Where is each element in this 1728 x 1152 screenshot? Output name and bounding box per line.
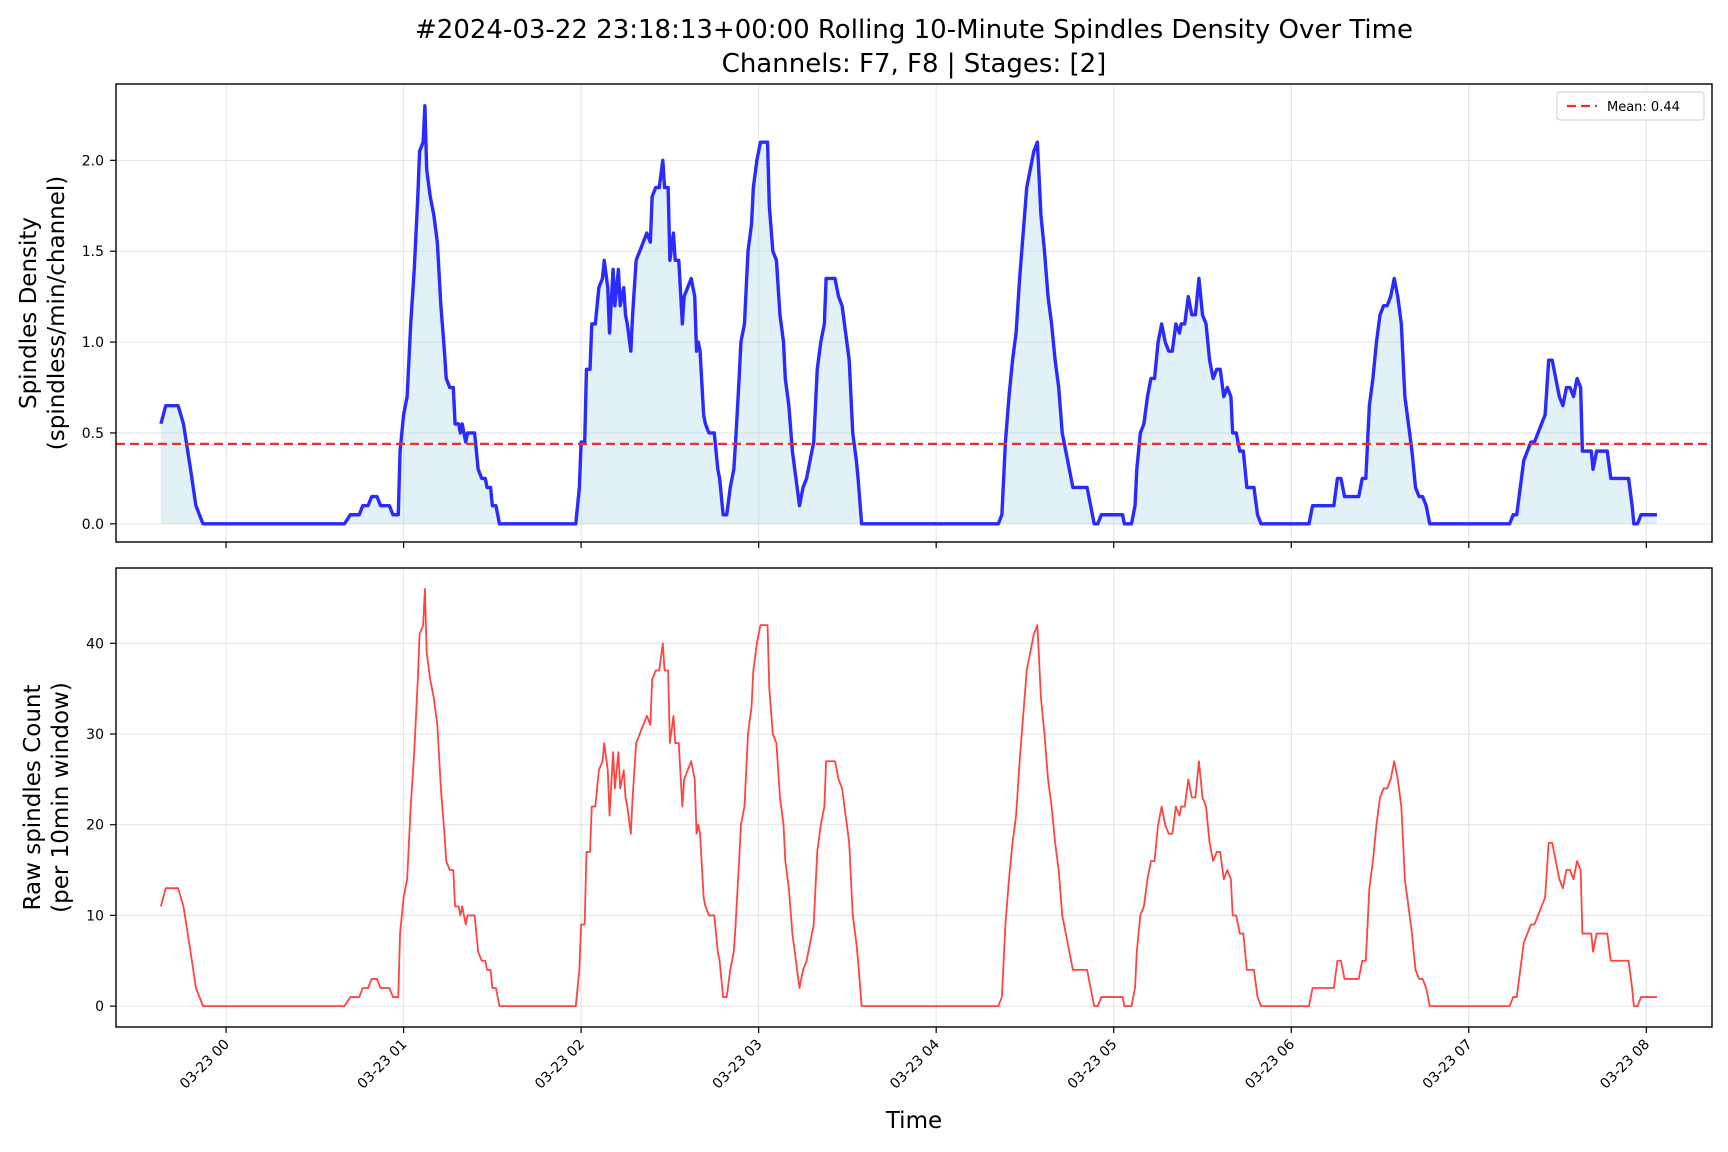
ytick-label: 1.5 [82,244,104,260]
ytick-label: 2.0 [82,153,104,169]
density-area-fill [160,105,1657,524]
count-yticks: 0 10 20 30 40 [86,636,116,1015]
xtick-label: 03-23 02 [532,1037,588,1093]
density-series-line [159,104,1657,526]
ytick-label: 0 [95,999,104,1015]
xtick-label: 03-23 01 [355,1037,411,1093]
count-series-line [160,587,1657,1008]
density-ylabel-line2: (spindless/min/channel) [44,176,70,450]
xtick-label: 03-23 05 [1065,1037,1121,1093]
count-xlabel: Time [885,1108,942,1134]
density-ylabel-line1: Spindles Density [16,217,42,409]
density-axes-frame [115,83,1713,543]
ytick-label: 40 [86,636,104,652]
legend: Mean: 0.44 [1556,91,1705,121]
ytick-label: 1.0 [82,335,104,351]
ytick-label: 0.5 [82,426,104,442]
ytick-label: 10 [86,908,104,924]
ytick-label: 0.0 [82,517,104,533]
xtick-label: 03-23 06 [1242,1036,1298,1092]
count-axes-frame [115,567,1713,1028]
count-xticks: 03-23 00 03-23 01 03-23 02 03-23 03 03-23 04… [177,1027,1653,1092]
xtick-label: 03-23 04 [887,1036,943,1092]
legend-label-mean: Mean: 0.44 [1607,100,1680,115]
xtick-label: 03-23 03 [710,1037,766,1093]
xtick-label: 03-23 08 [1597,1037,1653,1093]
count-ylabel-line1: Raw spindles Count [20,685,46,911]
figure-title-line1: #2024-03-22 23:18:13+00:00 Rolling 10-Mi… [415,15,1413,45]
xtick-label: 03-23 07 [1420,1037,1476,1093]
density-grid [116,84,1712,542]
density-xticks [225,542,1647,548]
density-panel: 0.0 0.5 1.0 1.5 2.0 Spindles Density (spindl… [16,83,1713,548]
count-ylabel-line2: (per 10min window) [48,682,74,913]
ytick-label: 20 [86,818,104,834]
xtick-label: 03-23 00 [177,1037,233,1093]
density-yticks: 0.0 0.5 1.0 1.5 2.0 [82,153,116,533]
ytick-label: 30 [86,727,104,743]
figure-title-line2: Channels: F7, F8 | Stages: [2] [722,49,1107,79]
count-grid [116,568,1712,1027]
legend-box [1556,91,1705,121]
